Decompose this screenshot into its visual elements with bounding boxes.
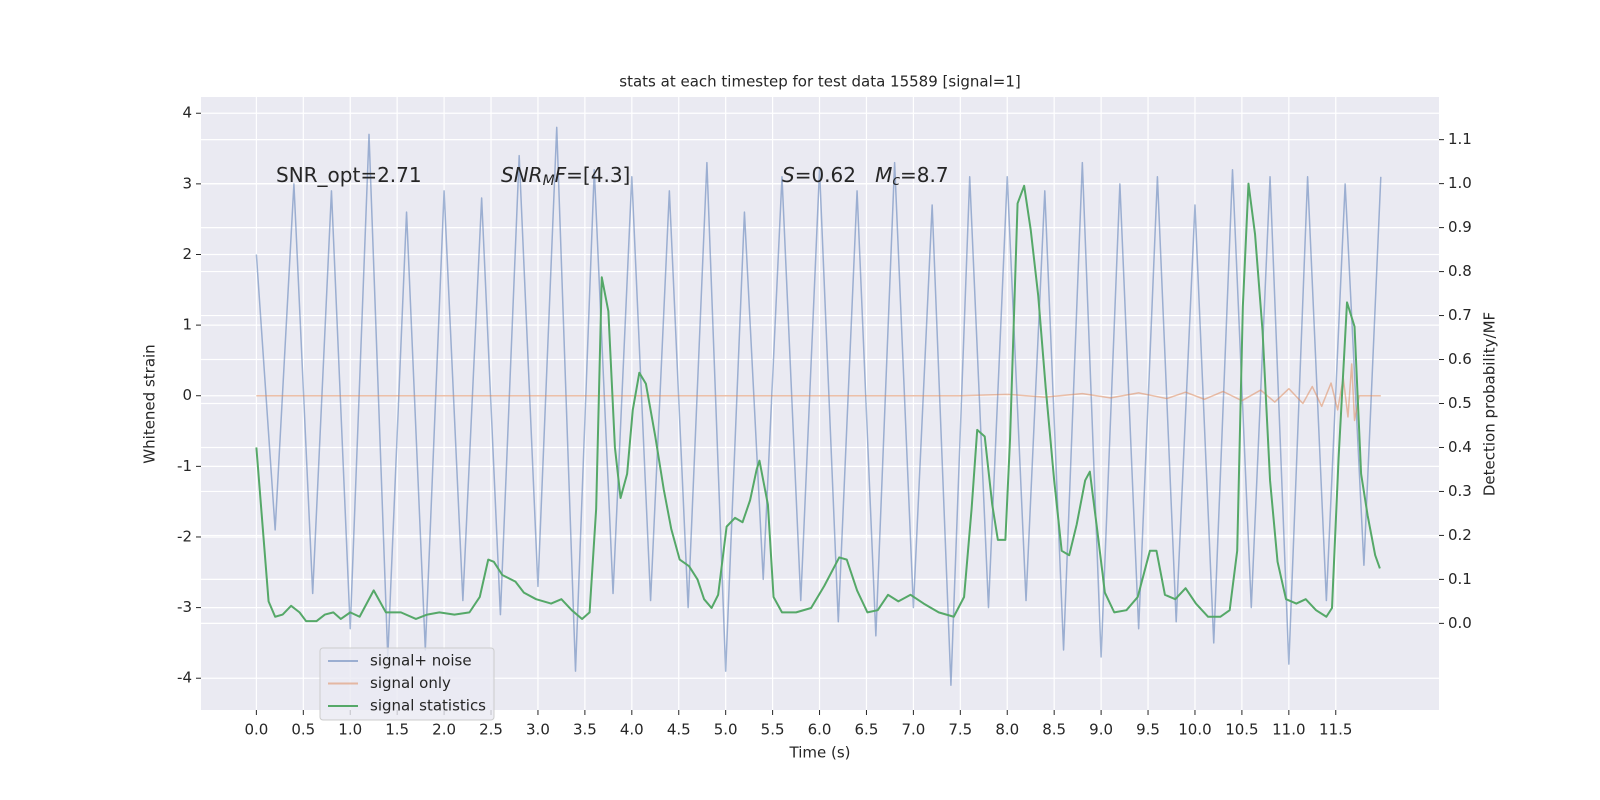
- y2-tick-label: 1.1: [1448, 130, 1472, 148]
- x-tick-label: 8.0: [995, 721, 1019, 739]
- y2-tick-label: 0.4: [1448, 438, 1472, 456]
- y-tick-label: -2: [177, 527, 192, 545]
- series-line: [256, 363, 1381, 422]
- y-tick-label: 4: [182, 104, 192, 122]
- annotation: S=0.62 Mc=8.7: [782, 163, 949, 190]
- x-tick-label: 4.5: [667, 721, 691, 739]
- x-tick-label: 0.5: [291, 721, 315, 739]
- y2-tick-label: 0.1: [1448, 570, 1472, 588]
- x-tick-label: 10.0: [1178, 721, 1211, 739]
- y2-axis-label: Detection probability/MF: [1481, 312, 1499, 496]
- x-tick-label: 4.0: [620, 721, 644, 739]
- annotation-part: S: [782, 163, 795, 187]
- y-tick-label: 2: [182, 245, 192, 263]
- x-tick-label: 5.0: [714, 721, 738, 739]
- series-line: [255, 126, 1382, 687]
- x-tick-label: 1.0: [338, 721, 362, 739]
- y2-tick-label: 0.9: [1448, 218, 1472, 236]
- legend-label: signal statistics: [370, 697, 486, 715]
- annotation-part: SNR_opt=2.71: [276, 163, 422, 187]
- x-tick-label: 11.5: [1319, 721, 1352, 739]
- y2-tick-label: 0.8: [1448, 262, 1472, 280]
- x-tick-label: 6.5: [855, 721, 879, 739]
- y2-tick-label: 0.0: [1448, 614, 1472, 632]
- x-tick-label: 11.0: [1272, 721, 1305, 739]
- y-axis-label: Whitened strain: [141, 344, 159, 463]
- y-tick-label: 1: [182, 316, 192, 334]
- annotation-part: M: [543, 173, 555, 189]
- y-tick-label: 3: [182, 174, 192, 192]
- x-tick-label: 3.0: [526, 721, 550, 739]
- annotation-part: SNR: [501, 163, 543, 187]
- series-line: [255, 182, 1381, 623]
- x-tick-label: 10.5: [1225, 721, 1258, 739]
- y2-tick-label: 0.5: [1448, 394, 1472, 412]
- x-tick-label: 8.5: [1042, 721, 1066, 739]
- annotation-part: =[4.3]: [566, 163, 630, 187]
- x-tick-label: 6.0: [808, 721, 832, 739]
- legend-label: signal+ noise: [370, 652, 472, 670]
- x-tick-label: 0.0: [244, 721, 268, 739]
- annotation: SNRMF=[4.3]: [501, 163, 630, 190]
- x-tick-label: 3.5: [573, 721, 597, 739]
- annotation-part: c: [892, 173, 900, 189]
- legend-label: signal only: [370, 674, 451, 692]
- x-tick-label: 2.5: [479, 721, 503, 739]
- y-tick-label: -4: [177, 669, 192, 687]
- y2-tick-label: 0.2: [1448, 526, 1472, 544]
- x-tick-label: 7.5: [948, 721, 972, 739]
- x-tick-label: 7.0: [901, 721, 925, 739]
- x-tick-label: 1.5: [385, 721, 409, 739]
- y-tick-label: 0: [182, 386, 192, 404]
- y2-tick-label: 0.6: [1448, 350, 1472, 368]
- x-axis-label: Time (s): [789, 744, 851, 762]
- annotation-part: =0.62: [795, 163, 875, 187]
- annotation-part: =8.7: [900, 163, 949, 187]
- y-tick-label: -3: [177, 598, 192, 616]
- y-tick-label: -1: [177, 457, 192, 475]
- y2-tick-label: 0.7: [1448, 306, 1472, 324]
- x-tick-label: 5.5: [761, 721, 785, 739]
- legend-box: [319, 647, 495, 721]
- annotation-part: F: [555, 163, 567, 187]
- legend: signal+ noise signal only signal statistic…: [319, 647, 495, 721]
- x-tick-label: 9.5: [1136, 721, 1160, 739]
- chart-title: stats at each timestep for test data 155…: [619, 73, 1020, 91]
- y2-tick-label: 1.0: [1448, 174, 1472, 192]
- x-tick-label: 2.0: [432, 721, 456, 739]
- annotation: SNR_opt=2.71: [276, 163, 422, 187]
- series-layer: [255, 126, 1382, 687]
- x-tick-label: 9.0: [1089, 721, 1113, 739]
- annotation-part: M: [875, 163, 892, 187]
- y2-tick-label: 0.3: [1448, 482, 1472, 500]
